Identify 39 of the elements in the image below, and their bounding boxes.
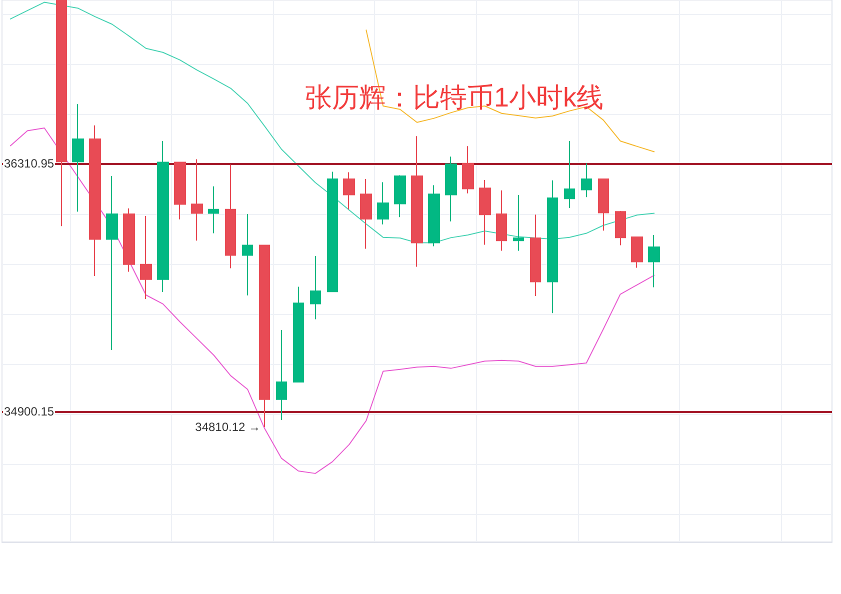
candlestick: [259, 244, 270, 428]
candlestick: [428, 184, 440, 247]
candlestick: [56, 0, 67, 227]
candlestick: [225, 164, 236, 269]
candlestick: [394, 174, 406, 218]
candlestick: [513, 194, 524, 252]
candlestick: [462, 146, 474, 194]
candlestick: [89, 124, 101, 277]
candlestick: [581, 162, 592, 198]
candlestick: [377, 182, 389, 225]
candlestick: [174, 162, 186, 220]
candlestick: [530, 214, 541, 297]
candlestick: [631, 236, 643, 268]
candlestick: [293, 286, 304, 383]
candlestick: [140, 216, 152, 300]
candlestick: [310, 255, 321, 320]
annotation: 34810.12 →: [195, 420, 261, 434]
candlestick: [411, 136, 423, 268]
candlestick: [615, 210, 626, 246]
candlestick: [648, 234, 660, 288]
candlestick: [479, 180, 491, 246]
candlestick: [360, 178, 372, 250]
candlestick: [547, 180, 558, 314]
y-tick-label: 36310.95: [4, 156, 54, 170]
candlestick: [496, 190, 507, 252]
candlestick: [598, 178, 609, 232]
y-tick-label: 34900.15: [4, 404, 54, 418]
candlestick: [327, 171, 338, 292]
candlestick: [106, 175, 118, 351]
candlestick: [242, 213, 253, 296]
candlestick: [564, 140, 575, 208]
candlestick: [276, 329, 287, 420]
candlestick: [191, 158, 203, 242]
candlestick: [343, 172, 355, 210]
candlestick: [157, 140, 169, 293]
candlestick: [72, 104, 84, 212]
candlestick: [445, 156, 457, 222]
candlestick: [208, 186, 219, 234]
candlestick: [123, 208, 135, 272]
